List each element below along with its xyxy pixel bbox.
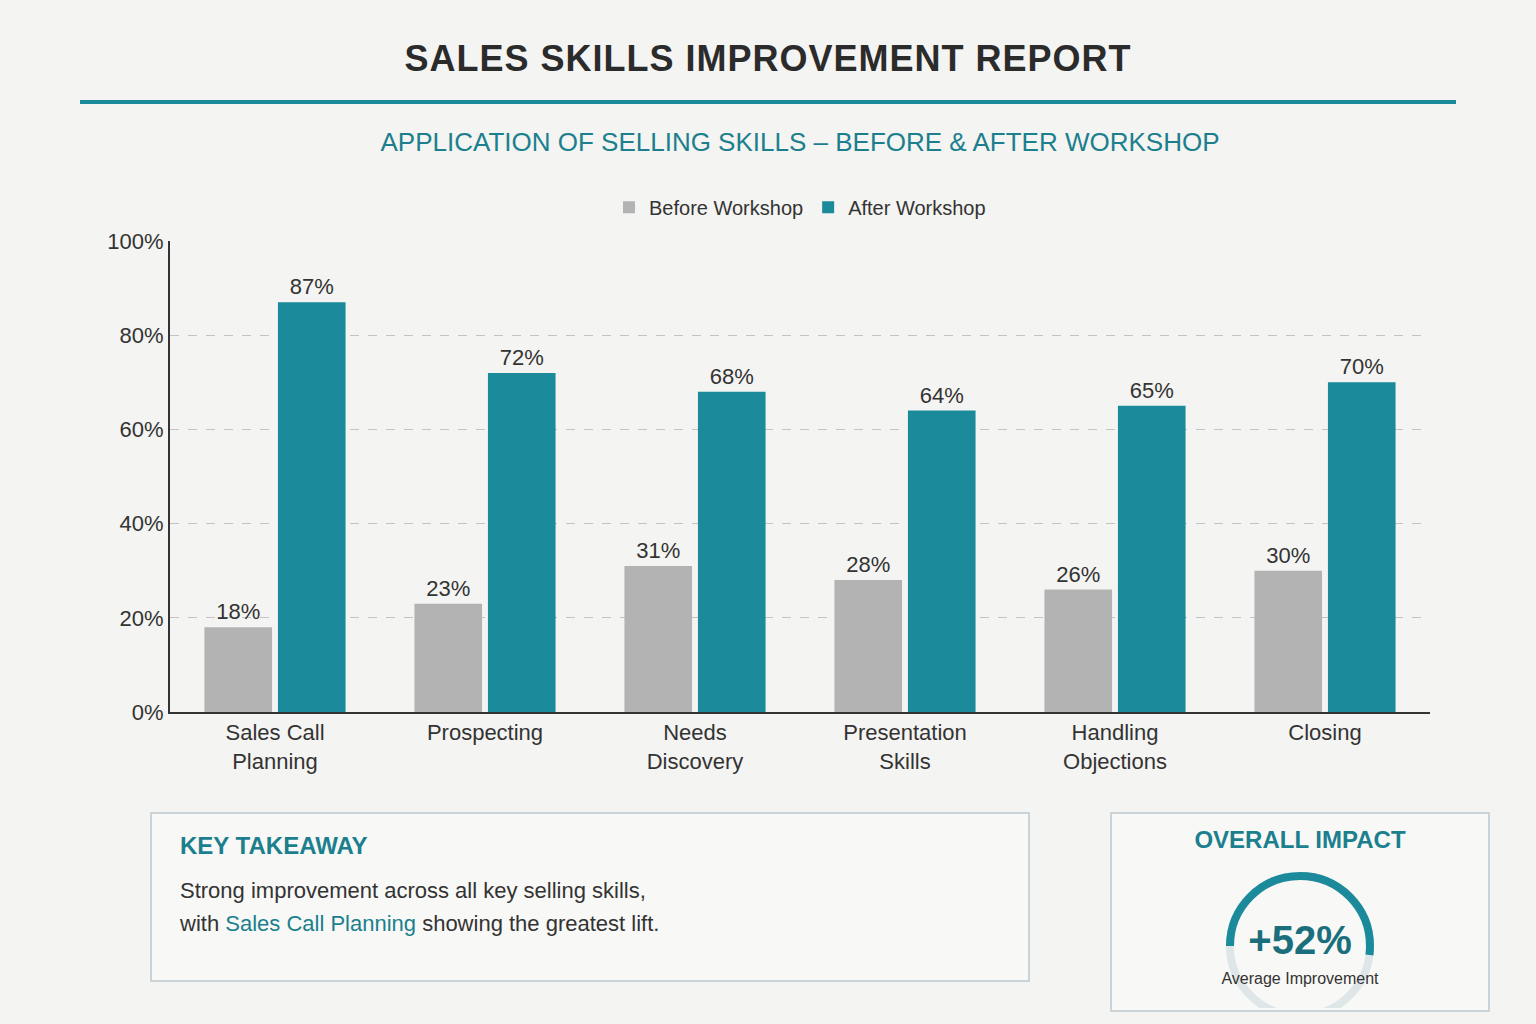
html-text:KEY TAKEAWAY: KEY TAKEAWAY — [180, 832, 368, 859]
svg-text:26%: 26% — [1056, 562, 1100, 587]
svg-text:APPLICATION OF SELLING SKILLS: APPLICATION OF SELLING SKILLS – BEFORE &… — [381, 127, 1220, 157]
svg-text:Closing: Closing — [1288, 720, 1361, 745]
svg-text:68%: 68% — [710, 364, 754, 389]
svg-text:70%: 70% — [1340, 354, 1384, 379]
svg-text:65%: 65% — [1130, 378, 1174, 403]
svg-text:Sales CallPlanning: Sales CallPlanning — [225, 720, 324, 774]
svg-text:72%: 72% — [500, 345, 544, 370]
svg-text:Before Workshop: Before Workshop — [649, 197, 803, 219]
html-text:SALES SKILLS IMPROVEMENT REPOR: SALES SKILLS IMPROVEMENT REPORT — [404, 38, 1132, 79]
svg-text:20%: 20% — [120, 606, 164, 631]
svg-text:Average Improvement: Average Improvement — [1221, 970, 1379, 987]
svg-text:80%: 80% — [120, 323, 164, 348]
svg-text:100%: 100% — [107, 229, 163, 254]
svg-text:0%: 0% — [132, 700, 164, 725]
svg-text:64%: 64% — [920, 383, 964, 408]
svg-text:NeedsDiscovery: NeedsDiscovery — [647, 720, 744, 774]
svg-text:60%: 60% — [120, 417, 164, 442]
svg-text:23%: 23% — [426, 576, 470, 601]
svg-text:30%: 30% — [1266, 543, 1310, 568]
svg-text:Prospecting: Prospecting — [427, 720, 543, 745]
svg-text:40%: 40% — [120, 511, 164, 536]
svg-text:PresentationSkills: PresentationSkills — [843, 720, 967, 774]
svg-text:28%: 28% — [846, 552, 890, 577]
svg-text:18%: 18% — [216, 599, 260, 624]
svg-text:87%: 87% — [290, 274, 334, 299]
svg-text:+52%: +52% — [1248, 918, 1351, 962]
svg-text:HandlingObjections: HandlingObjections — [1063, 720, 1167, 774]
html-text:OVERALL IMPACT: OVERALL IMPACT — [1194, 826, 1406, 853]
svg-text:After Workshop: After Workshop — [848, 197, 985, 219]
html-text:with Sales Call Planning showi: with Sales Call Planning showing the gre… — [180, 911, 660, 936]
svg-text:31%: 31% — [636, 538, 680, 563]
html-text:Strong improvement across all: Strong improvement across all key sellin… — [180, 878, 646, 903]
